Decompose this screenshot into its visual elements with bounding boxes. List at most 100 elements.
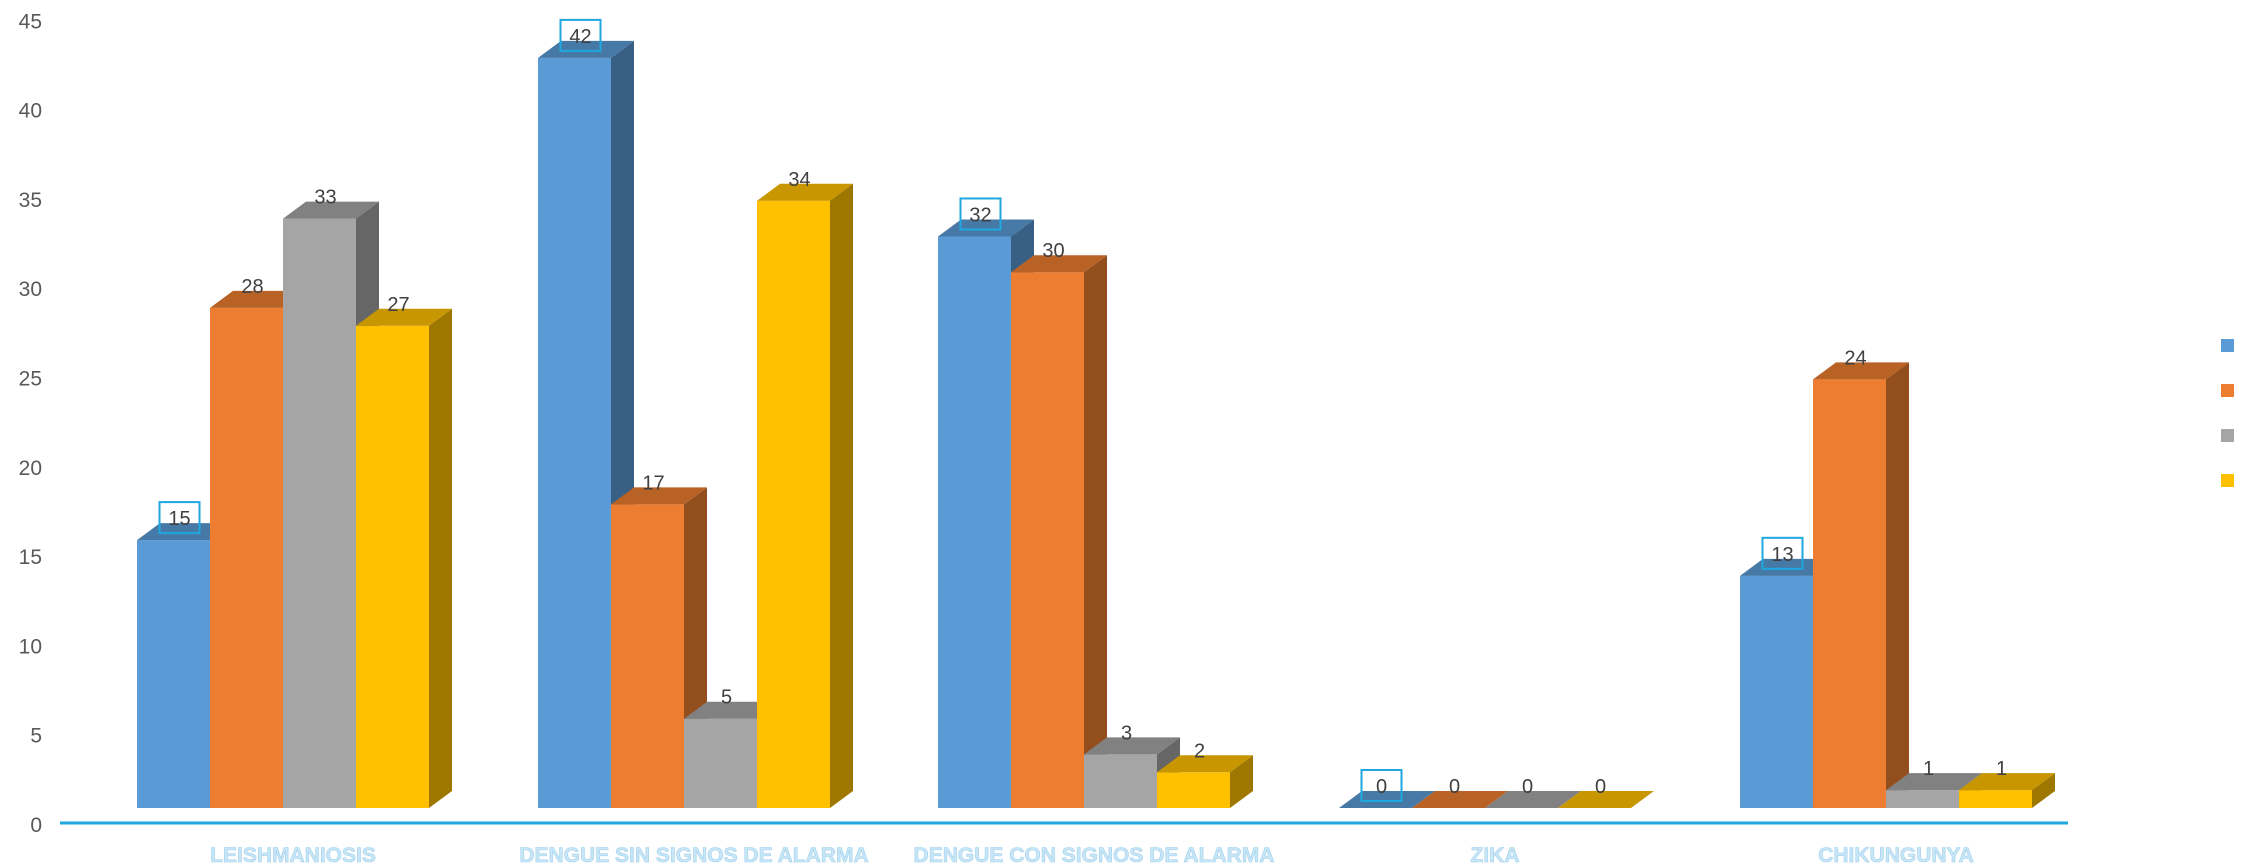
bar-top <box>1813 362 1909 380</box>
data-label: 1 <box>1996 758 2007 780</box>
bar-side <box>2032 773 2055 808</box>
bar-top <box>210 290 306 308</box>
bar-top <box>538 40 634 58</box>
data-label: 17 <box>642 472 664 494</box>
bar-top <box>1959 773 2055 791</box>
bar <box>1412 791 1508 808</box>
data-label: 32 <box>969 204 991 226</box>
x-category-label: ZIKA <box>1471 844 1520 866</box>
bar-front <box>1959 790 2032 808</box>
legend-marker <box>2221 339 2234 352</box>
bar-front <box>1740 575 1813 808</box>
bar-top <box>1339 791 1435 808</box>
data-label: 24 <box>1844 347 1866 369</box>
data-label: 5 <box>721 687 732 709</box>
data-label: 34 <box>788 169 810 191</box>
bar-front <box>1084 754 1157 808</box>
y-tick-label: 35 <box>19 189 42 212</box>
bar-top <box>1084 737 1180 755</box>
data-label: 2 <box>1194 740 1205 762</box>
bar-top <box>611 487 707 505</box>
bar <box>611 487 707 808</box>
legend-marker <box>2221 384 2234 397</box>
bar-top <box>1740 558 1836 576</box>
bar-side <box>1230 755 1253 808</box>
bar-side <box>429 308 452 808</box>
data-label: 33 <box>314 187 336 209</box>
x-category-label: CHIKUNGUNYA <box>1818 844 1974 866</box>
bar-top <box>1157 755 1253 773</box>
data-label: 0 <box>1595 776 1606 798</box>
data-label: 42 <box>569 26 591 48</box>
bar <box>1558 791 1654 808</box>
bar <box>356 308 452 808</box>
bar-front <box>938 236 1011 809</box>
data-label-box <box>959 197 1002 231</box>
bar-front <box>757 200 830 808</box>
bar-top <box>1558 791 1654 808</box>
bar <box>1011 255 1107 808</box>
data-label-box <box>559 18 602 52</box>
data-label: 0 <box>1376 776 1387 798</box>
bar-front <box>137 540 210 808</box>
data-label: 13 <box>1771 544 1793 566</box>
data-label-box <box>1761 536 1804 570</box>
data-label: 3 <box>1121 722 1132 744</box>
data-label: 15 <box>168 508 190 530</box>
bar <box>1157 755 1253 808</box>
data-label: 28 <box>241 276 263 298</box>
y-tick-label: 5 <box>30 725 42 748</box>
bar-front <box>1886 790 1959 808</box>
bar <box>757 183 853 808</box>
data-label: 1 <box>1923 758 1934 780</box>
bar-front <box>684 718 757 808</box>
bar <box>1485 791 1581 808</box>
bar-front <box>1011 272 1084 808</box>
bar-top <box>356 308 452 326</box>
legend-marker <box>2221 474 2234 487</box>
bar-front <box>356 325 429 808</box>
legend-marker <box>2221 429 2234 442</box>
bar-front <box>1813 379 1886 808</box>
x-category-label: DENGUE CON SIGNOS DE ALARMA <box>914 844 1275 866</box>
bar-side <box>830 183 853 808</box>
data-label: 0 <box>1449 776 1460 798</box>
bar-top <box>1412 791 1508 808</box>
bar-top <box>137 523 233 541</box>
bar-front <box>538 57 611 808</box>
bar-top <box>938 219 1034 237</box>
y-axis: 0 5 10 15 20 25 30 35 40 45 <box>19 10 42 837</box>
bar <box>1339 791 1435 808</box>
y-tick-label: 45 <box>19 10 42 33</box>
y-tick-label: 0 <box>30 814 42 837</box>
legend <box>2221 339 2234 487</box>
bar-top <box>1485 791 1581 808</box>
data-label-box <box>158 501 201 535</box>
bar-front <box>611 504 684 808</box>
bar-front <box>210 307 283 808</box>
y-tick-label: 25 <box>19 368 42 391</box>
bars-group <box>137 40 2055 809</box>
bar-top <box>283 201 379 219</box>
bar-top <box>684 701 780 719</box>
y-tick-label: 30 <box>19 278 42 301</box>
y-tick-label: 15 <box>19 546 42 569</box>
x-axis-categories: LEISHMANIOSIS DENGUE SIN SIGNOS DE ALARMA… <box>210 844 1974 866</box>
x-category-label: DENGUE SIN SIGNOS DE ALARMA <box>519 844 868 866</box>
data-label-box <box>1360 769 1403 802</box>
bar-top <box>1886 773 1982 791</box>
bar-side <box>1084 255 1107 808</box>
data-label: 27 <box>387 294 409 316</box>
data-label: 30 <box>1042 240 1064 262</box>
y-tick-label: 20 <box>19 457 42 480</box>
bar <box>1813 362 1909 808</box>
y-tick-label: 10 <box>19 635 42 658</box>
bar-top <box>757 183 853 201</box>
bar-front <box>1157 772 1230 808</box>
bar <box>1959 773 2055 808</box>
bar-top <box>1011 255 1107 273</box>
data-label: 0 <box>1522 776 1533 798</box>
bar-front <box>283 218 356 808</box>
